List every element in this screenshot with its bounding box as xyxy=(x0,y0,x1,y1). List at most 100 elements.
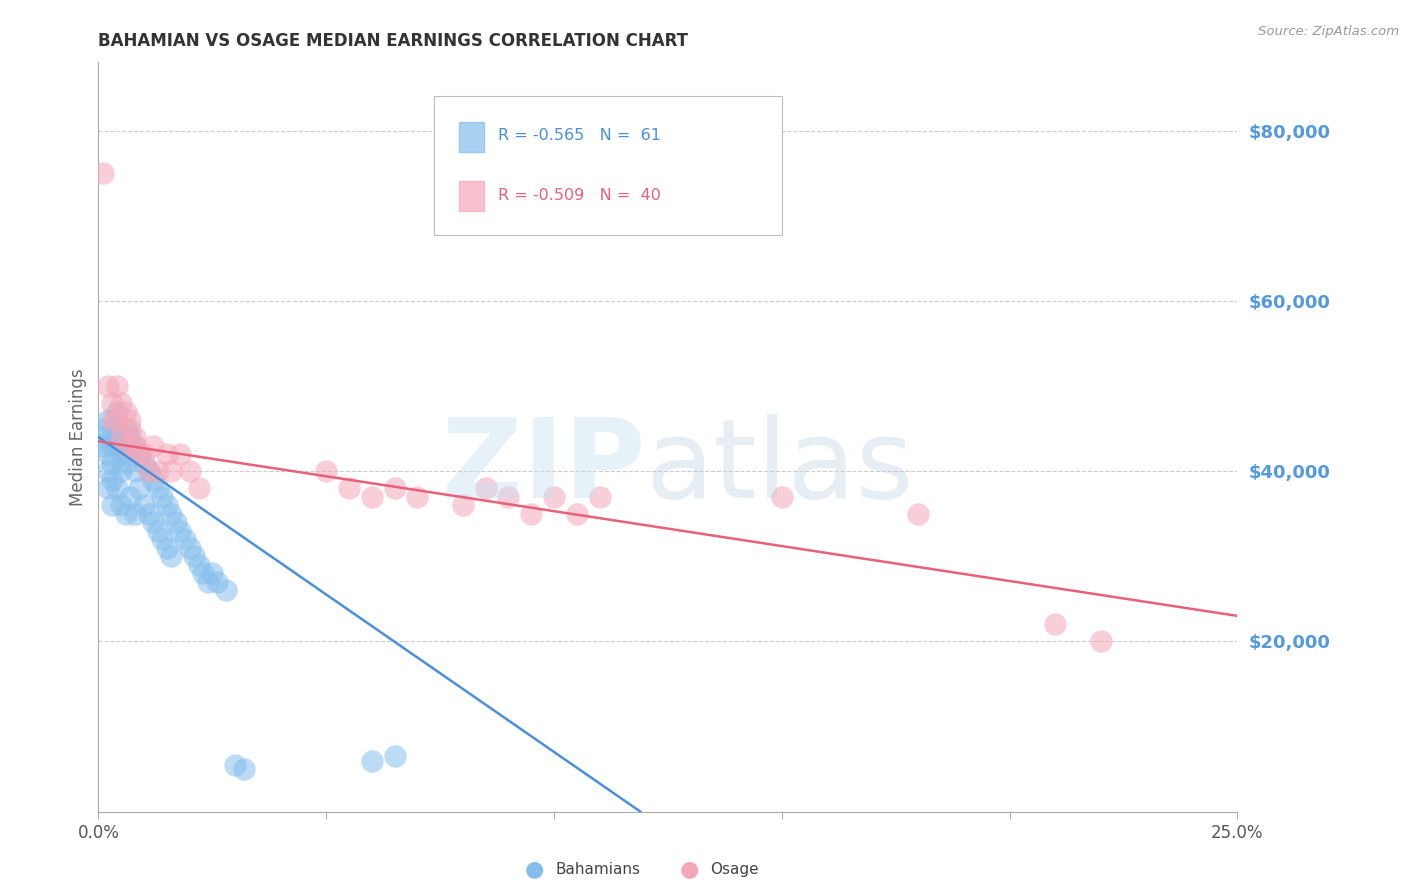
Point xyxy=(360,490,382,504)
Point xyxy=(384,481,406,495)
Point xyxy=(128,481,150,495)
Text: ●: ● xyxy=(524,860,544,880)
Point xyxy=(96,464,118,478)
Point xyxy=(160,507,183,521)
Point xyxy=(105,481,128,495)
FancyBboxPatch shape xyxy=(434,96,782,235)
Point xyxy=(142,473,165,487)
Point xyxy=(156,541,179,555)
Point xyxy=(315,464,337,478)
Point xyxy=(124,430,146,444)
Point xyxy=(101,396,124,410)
Text: BAHAMIAN VS OSAGE MEDIAN EARNINGS CORRELATION CHART: BAHAMIAN VS OSAGE MEDIAN EARNINGS CORREL… xyxy=(98,32,689,50)
Point xyxy=(565,507,588,521)
Point xyxy=(187,481,209,495)
Point xyxy=(451,498,474,512)
Point xyxy=(224,758,246,772)
Point xyxy=(120,490,142,504)
Text: atlas: atlas xyxy=(645,414,914,521)
Point xyxy=(110,464,132,478)
Point xyxy=(183,549,205,564)
Point xyxy=(110,430,132,444)
Point xyxy=(101,498,124,512)
Text: Bahamians: Bahamians xyxy=(555,863,640,877)
Point xyxy=(114,421,136,435)
Point xyxy=(146,464,169,478)
Point xyxy=(146,524,169,538)
Bar xyxy=(460,122,485,153)
Text: ●: ● xyxy=(679,860,699,880)
Point xyxy=(120,413,142,427)
Point xyxy=(142,515,165,529)
Point xyxy=(406,490,429,504)
Bar xyxy=(460,181,485,211)
Point xyxy=(120,447,142,461)
Point xyxy=(114,507,136,521)
Y-axis label: Median Earnings: Median Earnings xyxy=(69,368,87,506)
Point xyxy=(91,430,114,444)
Point xyxy=(187,558,209,572)
Point xyxy=(132,456,155,470)
Text: R = -0.509   N =  40: R = -0.509 N = 40 xyxy=(498,188,661,203)
Point xyxy=(1090,634,1112,648)
Point xyxy=(96,447,118,461)
Point xyxy=(179,464,201,478)
Point xyxy=(101,439,124,453)
Point xyxy=(96,481,118,495)
Point xyxy=(101,413,124,427)
Point xyxy=(907,507,929,521)
Point xyxy=(384,749,406,764)
Point xyxy=(197,574,219,589)
Point xyxy=(169,524,191,538)
Point xyxy=(114,439,136,453)
Point xyxy=(160,549,183,564)
Point xyxy=(201,566,224,581)
Point xyxy=(588,490,610,504)
Point xyxy=(337,481,360,495)
Point xyxy=(124,439,146,453)
Point xyxy=(156,498,179,512)
Point xyxy=(124,464,146,478)
Point xyxy=(520,507,543,521)
Point xyxy=(91,166,114,180)
Point xyxy=(179,541,201,555)
Point xyxy=(128,447,150,461)
Point xyxy=(114,404,136,418)
Point xyxy=(105,404,128,418)
Point xyxy=(96,379,118,393)
Point xyxy=(114,439,136,453)
Point xyxy=(91,439,114,453)
Point xyxy=(156,447,179,461)
Point xyxy=(150,533,173,547)
Point xyxy=(101,430,124,444)
Point xyxy=(498,490,520,504)
Point xyxy=(110,447,132,461)
Point xyxy=(110,430,132,444)
Point xyxy=(160,464,183,478)
Point xyxy=(128,447,150,461)
Point xyxy=(105,413,128,427)
Text: Source: ZipAtlas.com: Source: ZipAtlas.com xyxy=(1258,25,1399,38)
Point xyxy=(105,379,128,393)
Point xyxy=(120,430,142,444)
Text: R = -0.565   N =  61: R = -0.565 N = 61 xyxy=(498,128,661,143)
Point xyxy=(132,447,155,461)
Point xyxy=(138,507,160,521)
Point xyxy=(174,533,197,547)
Point xyxy=(360,754,382,768)
Point xyxy=(165,515,187,529)
Point xyxy=(543,490,565,504)
Text: ZIP: ZIP xyxy=(441,414,645,521)
Point xyxy=(233,762,256,776)
Point xyxy=(124,507,146,521)
Point xyxy=(91,421,114,435)
Point xyxy=(101,473,124,487)
Point xyxy=(138,464,160,478)
Point xyxy=(1043,617,1066,632)
Point xyxy=(124,439,146,453)
Point xyxy=(101,456,124,470)
Point xyxy=(96,413,118,427)
Point xyxy=(193,566,215,581)
Point xyxy=(132,498,155,512)
Point xyxy=(114,456,136,470)
